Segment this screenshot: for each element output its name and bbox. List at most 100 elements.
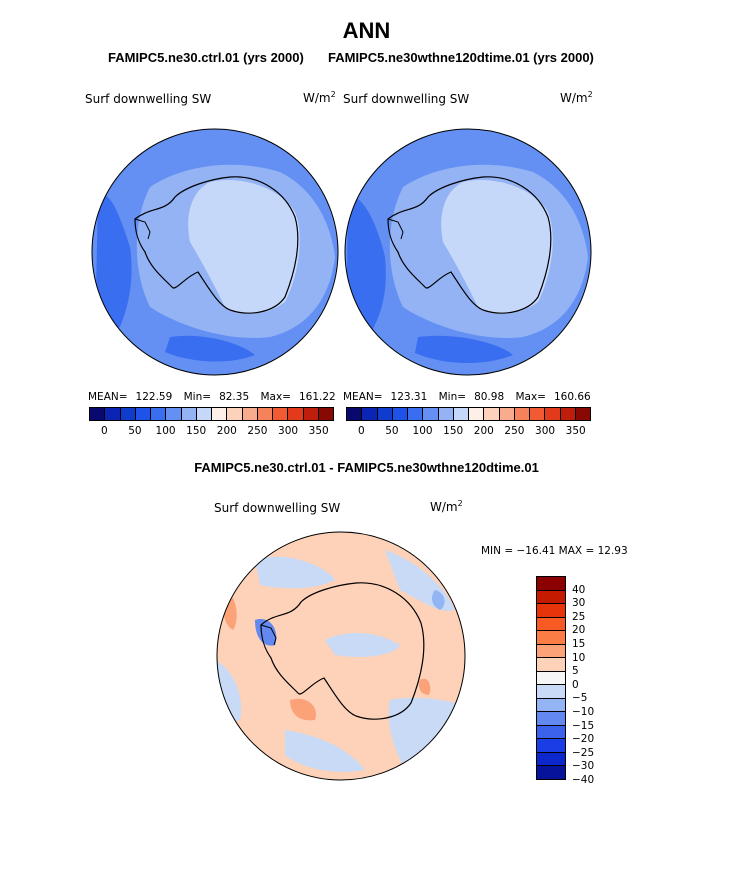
colorbar-tick-label: 10 xyxy=(572,651,586,664)
diff-field-label: Surf downwelling SW xyxy=(214,501,341,515)
colorbar-tick-label: 150 xyxy=(443,425,464,437)
case-title-right: FAMIPC5.ne30wthne120dtime.01 (yrs 2000) xyxy=(328,50,594,65)
colorbar-swatch xyxy=(273,408,289,420)
polar-map-control xyxy=(91,128,339,376)
colorbar-tick-label: 350 xyxy=(565,425,586,437)
colorbar-swatch xyxy=(499,408,515,420)
colorbar-tick-label: 20 xyxy=(572,624,586,637)
colorbar-ticks-left: 0 50 100 150 200 250 300 350 xyxy=(89,425,334,439)
field-label-right: Surf downwelling SW xyxy=(343,92,470,106)
colorbar-swatch xyxy=(408,408,424,420)
colorbar-tick-label: 40 xyxy=(572,583,586,596)
colorbar-tick-label: −25 xyxy=(572,746,595,759)
colorbar-swatch xyxy=(537,766,565,779)
colorbar-tick-label: 150 xyxy=(186,425,207,437)
colorbar-tick-label: 50 xyxy=(385,425,399,437)
colorbar-swatch xyxy=(288,408,304,420)
colorbar-left xyxy=(89,407,334,421)
colorbar-swatch xyxy=(537,698,565,713)
colorbar-swatch xyxy=(303,408,319,420)
colorbar-swatch xyxy=(362,408,378,420)
polar-map-experiment xyxy=(344,128,592,376)
colorbar-swatch xyxy=(575,408,590,420)
colorbar-difference xyxy=(536,576,566,780)
colorbar-swatch xyxy=(227,408,243,420)
main-title: ANN xyxy=(342,18,391,43)
diff-units: W/m2 xyxy=(430,499,463,514)
colorbar-swatch xyxy=(537,577,565,591)
colorbar-swatch xyxy=(469,408,485,420)
colorbar-swatch xyxy=(537,631,565,645)
polar-map-difference xyxy=(216,531,466,781)
case-title-left: FAMIPC5.ne30.ctrl.01 (yrs 2000) xyxy=(108,50,304,65)
colorbar-swatch xyxy=(453,408,469,420)
colorbar-swatch xyxy=(484,408,500,420)
colorbar-swatch xyxy=(438,408,454,420)
colorbar-swatch xyxy=(530,408,546,420)
colorbar-tick-label: 300 xyxy=(535,425,556,437)
colorbar-swatch xyxy=(537,590,565,605)
field-label-left: Surf downwelling SW xyxy=(85,92,212,106)
colorbar-tick-label: 200 xyxy=(216,425,237,437)
colorbar-swatch xyxy=(537,739,565,753)
colorbar-tick-label: 100 xyxy=(155,425,176,437)
colorbar-swatch xyxy=(514,408,530,420)
colorbar-swatch xyxy=(135,408,151,420)
colorbar-tick-label: 250 xyxy=(504,425,525,437)
colorbar-swatch xyxy=(196,408,212,420)
colorbar-tick-label: −15 xyxy=(572,719,595,732)
colorbar-swatch xyxy=(347,408,363,420)
colorbar-tick-label: 100 xyxy=(412,425,433,437)
colorbar-right xyxy=(346,407,591,421)
colorbar-swatch xyxy=(377,408,393,420)
colorbar-swatch xyxy=(318,408,333,420)
colorbar-tick-label: 200 xyxy=(473,425,494,437)
colorbar-tick-label: 25 xyxy=(572,610,586,623)
colorbar-swatch xyxy=(537,604,565,618)
colorbar-swatch xyxy=(537,725,565,740)
colorbar-tick-label: −10 xyxy=(572,706,595,718)
colorbar-tick-label: 0 xyxy=(100,425,108,437)
stats-left: MEAN= 122.59 Min= 82.35 Max= 161.22 xyxy=(88,391,336,403)
colorbar-tick-label: −20 xyxy=(572,733,595,746)
units-left: W/m2 xyxy=(303,90,336,105)
units-right: W/m2 xyxy=(560,90,593,105)
colorbar-ticks-right: 0 50 100 150 200 250 300 350 xyxy=(346,425,591,439)
colorbar-tick-label: 0 xyxy=(572,678,579,691)
colorbar-swatch xyxy=(560,408,576,420)
colorbar-swatch xyxy=(212,408,228,420)
colorbar-swatch xyxy=(166,408,182,420)
colorbar-tick-label: −30 xyxy=(572,760,595,773)
colorbar-swatch xyxy=(242,408,258,420)
colorbar-tick-label: −5 xyxy=(572,692,588,705)
colorbar-tick-label: 350 xyxy=(308,425,329,437)
colorbar-tick-label: 300 xyxy=(278,425,299,437)
colorbar-swatch xyxy=(257,408,273,420)
colorbar-swatch xyxy=(537,752,565,767)
colorbar-tick-label: −40 xyxy=(572,774,595,786)
colorbar-tick-label: 15 xyxy=(572,638,586,650)
colorbar-swatch xyxy=(120,408,136,420)
stats-right: MEAN= 123.31 Min= 80.98 Max= 160.66 xyxy=(343,391,591,403)
colorbar-swatch xyxy=(537,712,565,726)
colorbar-ticks-difference: 40 30 25 20 15 10 5 0 −5 −10 −15 −20 −25 −30 −40 xyxy=(572,576,612,786)
colorbar-swatch xyxy=(537,685,565,699)
colorbar-tick-label: 30 xyxy=(572,597,586,610)
colorbar-swatch xyxy=(423,408,439,420)
colorbar-swatch xyxy=(537,617,565,632)
colorbar-swatch xyxy=(545,408,561,420)
colorbar-tick-label: 250 xyxy=(247,425,268,437)
colorbar-tick-label: 5 xyxy=(572,665,579,678)
colorbar-tick-label: 0 xyxy=(357,425,365,437)
colorbar-swatch xyxy=(90,408,106,420)
colorbar-swatch xyxy=(537,644,565,659)
colorbar-swatch xyxy=(537,658,565,672)
colorbar-swatch xyxy=(392,408,408,420)
diff-min-max: MIN = −16.41 MAX = 12.93 xyxy=(481,545,628,557)
colorbar-swatch xyxy=(181,408,197,420)
colorbar-swatch xyxy=(105,408,121,420)
difference-title: FAMIPC5.ne30.ctrl.01 - FAMIPC5.ne30wthne… xyxy=(194,460,539,475)
colorbar-swatch xyxy=(151,408,167,420)
colorbar-tick-label: 50 xyxy=(128,425,142,437)
colorbar-swatch xyxy=(537,671,565,686)
